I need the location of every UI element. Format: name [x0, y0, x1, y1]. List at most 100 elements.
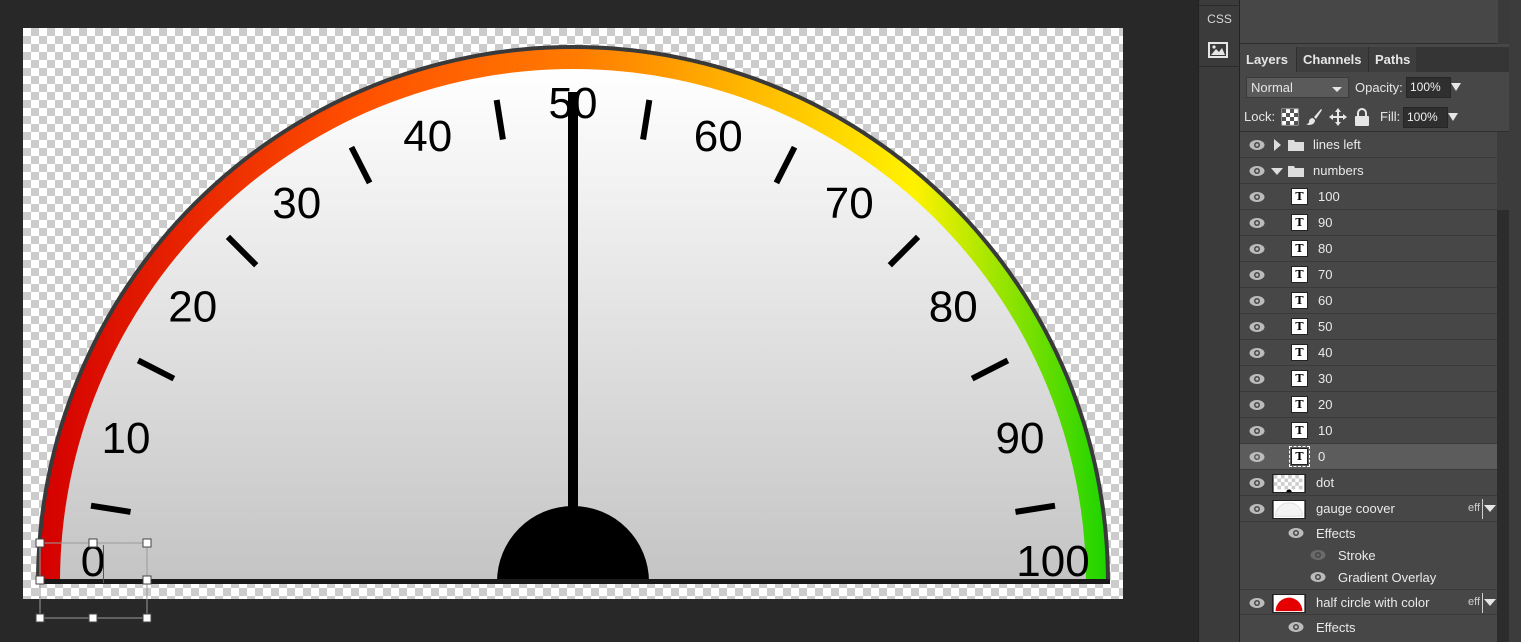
layer-text-50[interactable]: T 50 [1240, 314, 1497, 340]
effect-stroke-label: Stroke [1338, 548, 1376, 563]
effects-group-row[interactable]: Effects [1240, 522, 1497, 544]
eye-icon[interactable] [1310, 549, 1326, 561]
eye-icon[interactable] [1249, 165, 1265, 177]
eye-icon[interactable] [1249, 597, 1265, 609]
gauge-tick [493, 99, 506, 140]
eye-icon[interactable] [1288, 527, 1304, 539]
gauge-tick [90, 502, 131, 515]
eye-icon[interactable] [1249, 503, 1265, 515]
css-button[interactable]: CSS [1207, 12, 1232, 26]
eye-icon[interactable] [1249, 477, 1265, 489]
layer-text-80[interactable]: T 80 [1240, 236, 1497, 262]
collapse-arrow-icon[interactable] [1271, 168, 1283, 175]
layer-name: 50 [1318, 319, 1333, 334]
eye-icon[interactable] [1249, 269, 1265, 281]
layers-scrollbar-thumb[interactable] [1497, 210, 1509, 642]
effects-group-row[interactable]: Effects [1240, 616, 1497, 638]
text-layer-icon: T [1291, 396, 1308, 413]
layer-name: gauge coover [1316, 501, 1395, 516]
effects-label: Effects [1316, 526, 1356, 541]
layer-name: numbers [1313, 163, 1364, 178]
effect-stroke-row[interactable]: Stroke [1240, 544, 1497, 566]
fill-dropdown-icon[interactable] [1448, 113, 1458, 121]
text-layer-icon: T [1289, 446, 1310, 467]
eye-icon[interactable] [1249, 217, 1265, 229]
image-icon[interactable] [1208, 42, 1228, 58]
fill-field[interactable]: 100% [1403, 107, 1448, 128]
move-icon[interactable] [1329, 108, 1347, 126]
lock-brush-icon[interactable] [1305, 108, 1323, 126]
opacity-label: Opacity: [1355, 80, 1403, 95]
eye-icon[interactable] [1310, 571, 1326, 583]
eye-icon[interactable] [1249, 139, 1265, 151]
layer-name: 30 [1318, 371, 1333, 386]
eye-icon[interactable] [1249, 425, 1265, 437]
document-canvas[interactable]: 0102030405060708090100 [23, 28, 1123, 623]
layer-name: 40 [1318, 345, 1333, 360]
gauge-tick [970, 357, 1010, 382]
folder-icon [1288, 166, 1304, 177]
chevron-down-icon[interactable] [1484, 599, 1496, 606]
layer-text-40[interactable]: T 40 [1240, 340, 1497, 366]
opacity-dropdown-icon[interactable] [1451, 83, 1461, 91]
toolstrip-separator [1199, 0, 1240, 6]
layer-name: 100 [1318, 189, 1340, 204]
layer-text-30[interactable]: T 30 [1240, 366, 1497, 392]
layer-lines-left[interactable]: lines left [1240, 132, 1497, 158]
tab-paths[interactable]: Paths [1368, 47, 1416, 72]
eye-icon[interactable] [1288, 621, 1304, 633]
layer-name: 20 [1318, 397, 1333, 412]
eye-icon[interactable] [1249, 399, 1265, 411]
layer-name: 70 [1318, 267, 1333, 282]
effects-badge[interactable]: eff [1468, 596, 1481, 608]
lock-transparency-icon[interactable] [1281, 108, 1299, 126]
effect-gradient-overlay-row[interactable]: Gradient Overlay [1240, 566, 1497, 588]
layer-gauge-coover[interactable]: gauge coover eff [1240, 496, 1497, 522]
layer-name: 80 [1318, 241, 1333, 256]
eye-icon[interactable] [1249, 451, 1265, 463]
chevron-down-icon[interactable] [1484, 505, 1496, 512]
gauge-tick [1015, 502, 1056, 515]
eye-icon[interactable] [1249, 347, 1265, 359]
layer-thumbnail [1272, 500, 1306, 519]
blend-row: Normal Opacity: 100% [1240, 72, 1521, 102]
eye-icon[interactable] [1249, 295, 1265, 307]
expand-arrow-icon[interactable] [1274, 139, 1281, 151]
gauge-tick [225, 234, 259, 268]
effects-label: Effects [1316, 620, 1356, 635]
layer-text-20[interactable]: T 20 [1240, 392, 1497, 418]
chevron-down-icon [1332, 87, 1342, 92]
side-toolstrip: CSS [1198, 0, 1240, 642]
eye-icon[interactable] [1249, 321, 1265, 333]
eye-icon[interactable] [1249, 191, 1265, 203]
layer-dot[interactable]: dot [1240, 470, 1497, 496]
eye-icon[interactable] [1249, 243, 1265, 255]
gauge-number-label: 40 [403, 112, 452, 161]
layer-half-circle-with-color[interactable]: half circle with color eff [1240, 589, 1497, 615]
effects-badge[interactable]: eff [1468, 502, 1481, 514]
layer-text-100[interactable]: T 100 [1240, 184, 1497, 210]
lock-icon[interactable] [1353, 108, 1371, 126]
blend-mode-select[interactable]: Normal [1246, 77, 1349, 98]
panel-top-area [1240, 0, 1521, 44]
layer-text-90[interactable]: T 90 [1240, 210, 1497, 236]
text-layer-icon: T [1291, 266, 1308, 283]
layer-text-10[interactable]: T 10 [1240, 418, 1497, 444]
eye-icon[interactable] [1249, 373, 1265, 385]
tab-channels[interactable]: Channels [1296, 47, 1368, 72]
panel-top-scrollbar[interactable] [1498, 0, 1510, 44]
layer-name: 10 [1318, 423, 1333, 438]
tab-layers[interactable]: Layers [1240, 47, 1296, 72]
layer-text-0[interactable]: T 0 [1240, 444, 1497, 470]
layer-text-60[interactable]: T 60 [1240, 288, 1497, 314]
lock-row: Lock: Fill: 100% [1240, 102, 1521, 132]
panel-tabs: Layers Channels Paths [1240, 47, 1521, 72]
text-layer-icon: T [1291, 214, 1308, 231]
opacity-field[interactable]: 100% [1406, 77, 1451, 98]
gauge-artwork: 0102030405060708090100 [36, 45, 1110, 586]
gauge-hub-dot [497, 506, 649, 582]
layer-numbers[interactable]: numbers [1240, 158, 1497, 184]
layer-text-70[interactable]: T 70 [1240, 262, 1497, 288]
gauge-tick [348, 145, 373, 185]
toolstrip-divider [1199, 66, 1240, 67]
